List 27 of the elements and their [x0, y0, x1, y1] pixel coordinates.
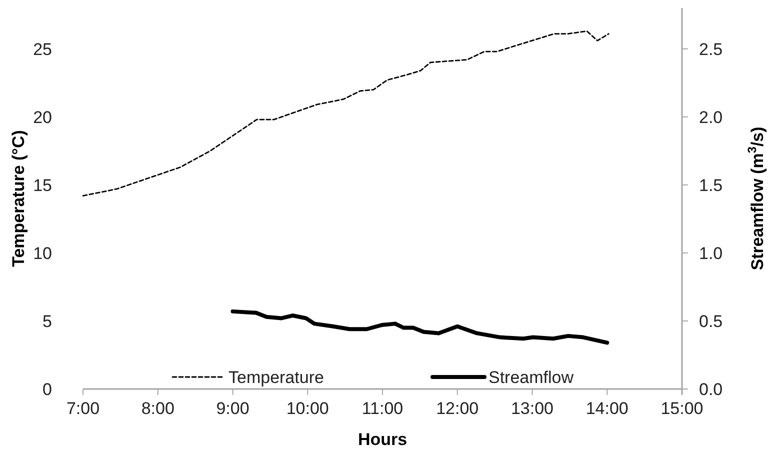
y-tick-label: 20: [33, 108, 52, 127]
y2-tick-label: 0.5: [699, 312, 723, 331]
legend-label: Temperature: [228, 368, 324, 387]
legend-label: Streamflow: [488, 368, 574, 387]
line-series: [230, 309, 610, 345]
x-axis-title: Hours: [358, 430, 408, 449]
x-tick-label: 8:00: [141, 399, 174, 418]
y2-tick-label: 2.0: [699, 108, 723, 127]
x-tick-label: 13:00: [510, 399, 554, 418]
y2-tick-label: 1.0: [699, 244, 723, 263]
x-tick-label: 7:00: [66, 399, 100, 418]
y-tick-label: 5: [42, 312, 52, 331]
y-tick-label: 10: [33, 244, 52, 263]
y-tick-label: 25: [33, 40, 52, 59]
x-tick-label: 10:00: [286, 399, 329, 418]
y-axis-title: Temperature (°C): [9, 130, 28, 267]
y2-tick-label: 2.5: [699, 40, 723, 59]
line-series: [82, 30, 610, 196]
x-tick-label: 15:00: [660, 399, 704, 418]
y-tick-label: 0: [42, 380, 52, 399]
x-tick-label: 14:00: [586, 399, 628, 418]
x-tick-label: 12:00: [436, 399, 479, 418]
x-tick-label: 9:00: [216, 399, 250, 418]
y2-tick-label: 1.5: [699, 176, 723, 195]
y-tick-label: 15: [33, 176, 52, 195]
x-tick-label: 11:00: [362, 399, 404, 418]
y2-tick-label: 0.0: [699, 380, 723, 399]
